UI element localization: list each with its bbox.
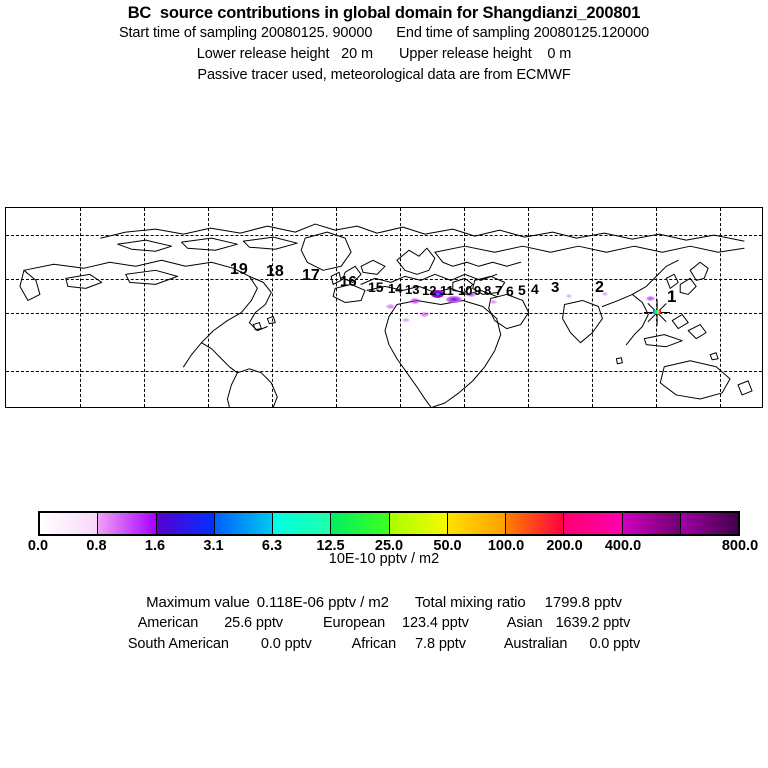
colorbar-segment-7 xyxy=(389,513,448,534)
map-panel: 1 2 3 4 5 6 7 8 9 10 11 12 13 14 15 16 1… xyxy=(5,207,763,408)
trajectory-label-19: 19 xyxy=(230,261,248,278)
maximum-value: 0.118E-06 pptv / m2 xyxy=(256,594,389,611)
total-mixing-ratio-label: Total mixing ratio xyxy=(414,594,526,611)
header-block: BC source contributions in global domain… xyxy=(0,0,768,86)
trajectory-label-11: 11 xyxy=(440,283,454,298)
page-title: BC source contributions in global domain… xyxy=(127,4,641,22)
colorbar-segment-1 xyxy=(40,513,99,534)
colorbar-tick-3: 3.1 xyxy=(203,538,224,554)
statistics-block: Maximum value 0.118E-06 pptv / m2 Total mi… xyxy=(0,592,768,655)
colorbar xyxy=(38,511,740,536)
plume-blob xyxy=(602,292,608,296)
trajectory-label-7: 7 xyxy=(495,283,503,298)
plume-blob xyxy=(386,304,395,309)
colorbar-segment-6 xyxy=(331,513,390,534)
colorbar-segment-10 xyxy=(564,513,623,534)
sampling-time-line: Start time of sampling 20080125. 90000 En… xyxy=(0,23,768,44)
region-label-australian: Australian xyxy=(503,636,568,652)
colorbar-tick-6: 25.0 xyxy=(374,538,404,554)
colorbar-tick-2: 1.6 xyxy=(144,538,166,554)
trajectory-label-1: 1 xyxy=(667,287,677,306)
colorbar-tick-5: 12.5 xyxy=(316,538,345,554)
station-hotspot xyxy=(653,310,661,314)
region-label-african: African xyxy=(351,636,397,652)
tracer-info-line: Passive tracer used, meteorological data… xyxy=(197,67,571,83)
trajectory-label-12: 12 xyxy=(422,283,437,298)
plume-blob xyxy=(410,298,420,304)
trajectory-label-10: 10 xyxy=(458,283,473,298)
trajectory-label-18: 18 xyxy=(266,263,284,280)
total-mixing-ratio-value: 1799.8 pptv xyxy=(544,594,622,611)
plume-blob xyxy=(402,318,410,322)
colorbar-tick-8: 100.0 xyxy=(487,538,525,554)
region-value-australian: 0.0 pptv xyxy=(589,636,641,652)
trajectory-label-5: 5 xyxy=(518,282,526,298)
region-value-south-american: 0.0 pptv xyxy=(260,636,312,652)
colorbar-tick-10: 400.0 xyxy=(604,538,642,554)
colorbar-tick-7: 50.0 xyxy=(433,538,462,554)
start-time-text: Start time of sampling 20080125. 90000 xyxy=(118,25,373,41)
colorbar-segment-2 xyxy=(98,513,157,534)
map-canvas: 1 2 3 4 5 6 7 8 9 10 11 12 13 14 15 16 1… xyxy=(6,208,762,407)
lower-release-height-text: Lower release height 20 m xyxy=(196,46,374,62)
trajectory-label-4: 4 xyxy=(531,281,539,297)
colorbar-segment-12 xyxy=(680,513,738,534)
colorbar-tick-9: 200.0 xyxy=(546,538,583,554)
colorbar-tick-1: 0.8 xyxy=(86,538,107,554)
plume-blob xyxy=(566,294,572,298)
region-label-american: American xyxy=(137,615,199,631)
end-time-text: End time of sampling 20080125.120000 xyxy=(396,25,650,41)
stats-row-summary: Maximum value 0.118E-06 pptv / m2 Total mi… xyxy=(0,592,768,613)
colorbar-unit-label: 10E-10 pptv / m2 xyxy=(328,551,440,567)
plume-blob xyxy=(646,296,655,301)
region-label-south-american: South American xyxy=(127,636,229,652)
release-height-line: Lower release height 20 m Upper release h… xyxy=(0,44,768,65)
colorbar-segment-11 xyxy=(622,513,681,534)
trajectory-label-9: 9 xyxy=(474,283,482,298)
trajectory-label-13: 13 xyxy=(405,282,420,297)
plume-blob xyxy=(490,300,497,304)
colorbar-segment-4 xyxy=(214,513,273,534)
trajectory-label-15: 15 xyxy=(368,279,384,295)
colorbar-tick-4: 6.3 xyxy=(261,538,283,554)
upper-release-height-text: Upper release height 0 m xyxy=(399,46,572,62)
colorbar-segment-5 xyxy=(273,513,332,534)
coastline-layer xyxy=(6,208,762,407)
region-value-asian: 1639.2 pptv xyxy=(555,615,631,631)
stats-row: South American 0.0 pptv African 7.8 pptv Aus… xyxy=(0,634,768,655)
region-value-american: 25.6 pptv xyxy=(224,615,283,631)
colorbar-segment-3 xyxy=(156,513,215,534)
region-label-asian: Asian xyxy=(506,615,543,631)
region-label-european: European xyxy=(322,615,386,631)
stats-row: American 25.6 pptv European 123.4 pptv Asian… xyxy=(0,613,768,634)
colorbar-tick-labels: 0.0 0.8 1.6 3.1 6.3 12.5 25.0 50.0 100.0 200.0 400… xyxy=(0,538,768,556)
trajectory-label-16: 16 xyxy=(340,273,357,290)
colorbar-tick-0: 0.0 xyxy=(27,538,49,554)
region-value-african: 7.8 pptv xyxy=(415,636,466,652)
colorbar-segment-8 xyxy=(447,513,506,534)
plume-blob xyxy=(446,296,462,303)
station-marker xyxy=(644,299,670,326)
trajectory-label-14: 14 xyxy=(388,281,403,296)
trajectory-label-6: 6 xyxy=(506,283,514,299)
trajectory-label-17: 17 xyxy=(302,267,320,284)
trajectory-label-2: 2 xyxy=(595,279,604,296)
trajectory-label-3: 3 xyxy=(551,279,560,296)
colorbar-segment-9 xyxy=(506,513,565,534)
trajectory-label-8: 8 xyxy=(484,283,492,298)
plume-blob xyxy=(420,312,429,317)
maximum-value-label: Maximum value xyxy=(146,594,250,611)
plume-blob xyxy=(466,292,476,297)
region-value-european: 123.4 pptv xyxy=(402,615,469,631)
plume-blob xyxy=(431,290,444,298)
colorbar-tick-11: 800.0 xyxy=(721,538,759,554)
